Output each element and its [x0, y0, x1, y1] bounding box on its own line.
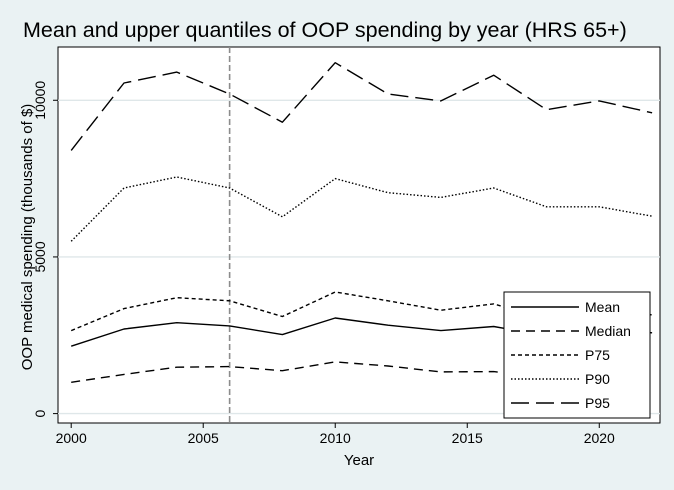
y-axis-title: OOP medical spending (thousands of $) — [19, 104, 36, 371]
series-line-p90 — [70, 176, 653, 242]
legend-label-mean: Mean — [585, 299, 620, 315]
legend-label-median: Median — [585, 323, 631, 339]
x-axis-title: Year — [344, 452, 374, 469]
y-tick-label: 10000 — [32, 81, 48, 120]
series-line-p95 — [70, 62, 653, 151]
x-tick-label: 2010 — [320, 430, 351, 446]
axes: 2000 2005 2010 2015 2020 0 5000 10000 — [32, 81, 615, 446]
x-tick-label: 2015 — [452, 430, 483, 446]
y-tick-label: 5000 — [32, 241, 48, 272]
legend-label-p90: P90 — [585, 371, 610, 387]
chart-title: Mean and upper quantiles of OOP spending… — [23, 18, 627, 42]
x-tick-label: 2005 — [188, 430, 219, 446]
legend: Mean Median P75 P90 P95 — [503, 291, 651, 419]
x-tick-label: 2000 — [56, 430, 87, 446]
legend-label-p75: P75 — [585, 347, 610, 363]
y-tick-label: 0 — [32, 409, 48, 417]
legend-label-p95: P95 — [585, 395, 610, 411]
series-line-p75 — [70, 291, 653, 332]
x-tick-label: 2020 — [584, 430, 615, 446]
